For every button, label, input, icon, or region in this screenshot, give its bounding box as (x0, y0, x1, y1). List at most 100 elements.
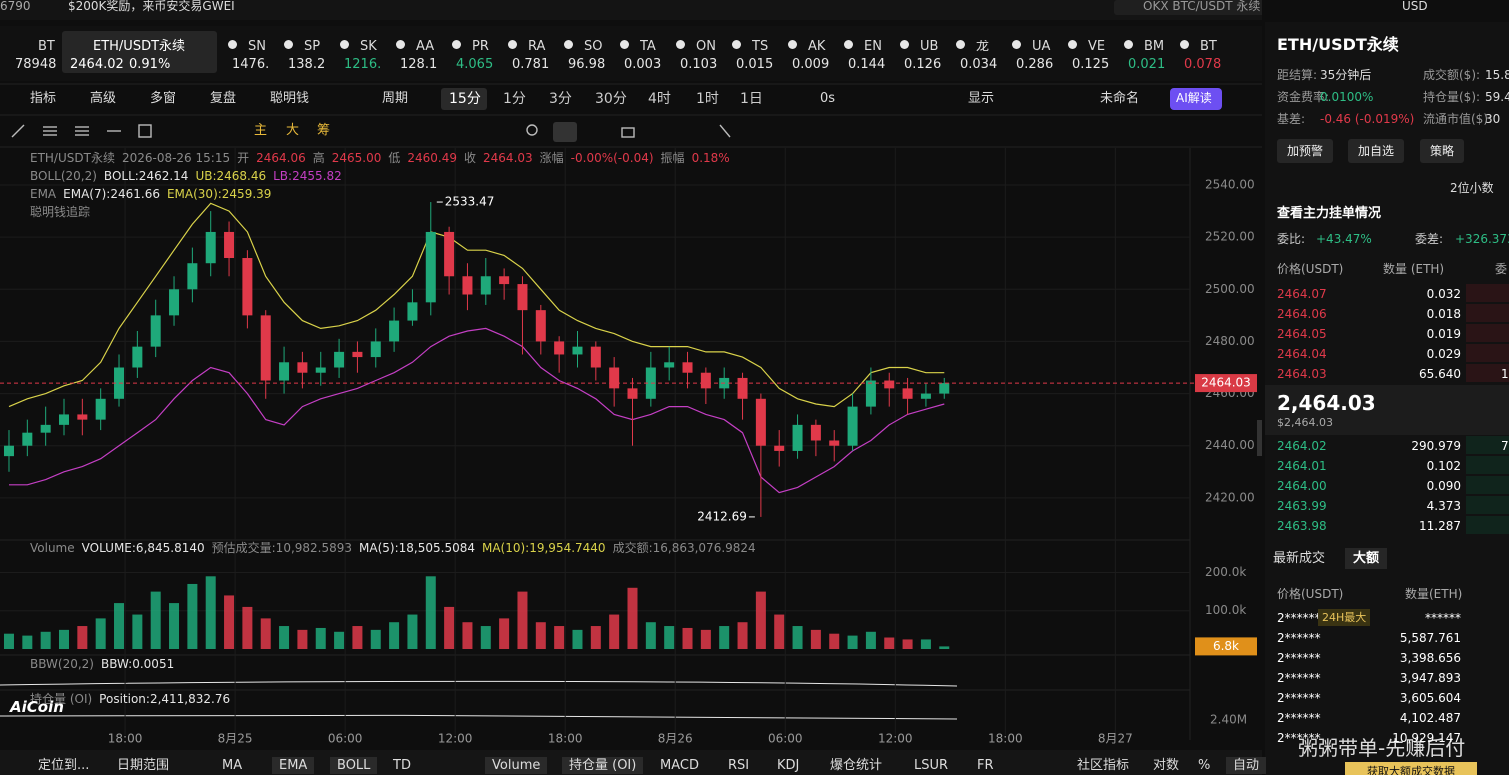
cta[interactable]: 获取大额成交数据 (1345, 762, 1477, 775)
ticker-dot (1124, 40, 1133, 49)
ticker-symbol[interactable]: UB (920, 40, 939, 53)
ticker-symbol[interactable]: EN (864, 40, 882, 53)
toolbar-item[interactable]: 复盘 (210, 91, 237, 106)
period[interactable]: 4时 (648, 91, 671, 107)
ticker-symbol[interactable]: BT (1200, 40, 1217, 53)
bottom-tab[interactable]: Volume (485, 757, 548, 774)
bottom-tab[interactable]: LSUR (914, 758, 949, 773)
volume-bar (114, 603, 125, 649)
candle-body (810, 424, 821, 441)
ticker-symbol[interactable]: AA (416, 40, 435, 53)
toolbar-item[interactable]: 高级 (90, 91, 117, 106)
candle-body (737, 377, 748, 399)
draw-tool[interactable]: 主 (254, 123, 268, 138)
candle-body (572, 346, 583, 355)
bottom-tab[interactable]: RSI (728, 758, 750, 773)
ticker-symbol[interactable]: ON (696, 40, 716, 53)
bbw-legend: BBW(20,2) (30, 657, 94, 671)
value: 2460.49 (407, 151, 458, 165)
depth-bg (1466, 516, 1509, 534)
ticker-price: 0.078 (1184, 58, 1222, 71)
book-qty: 11.287 (1419, 519, 1461, 533)
stat-value: 30 (1485, 112, 1501, 126)
depth-link[interactable]: 查看主力挂单情况 (1277, 206, 1382, 221)
volume-bar (462, 622, 473, 649)
toolbar-item[interactable]: 多窗 (150, 91, 177, 106)
bottom-tab[interactable]: % (1198, 758, 1211, 773)
bottom-tab[interactable]: MA (222, 758, 243, 773)
trade-tab[interactable]: 大额 (1345, 548, 1388, 569)
bottom-tab[interactable]: FR (977, 758, 994, 773)
bottom-tab[interactable]: TD (393, 758, 411, 773)
ticker-symbol[interactable]: VE (1088, 40, 1106, 53)
ticker-symbol[interactable]: RA (528, 40, 546, 53)
panel-button[interactable]: 加自选 (1348, 139, 1405, 163)
smart-money[interactable]: 聪明钱追踪 (30, 205, 91, 219)
period[interactable]: 3分 (549, 91, 572, 107)
panel-button[interactable]: 加预警 (1277, 139, 1334, 163)
search[interactable]: OKX BTC/USDT 永续 (1143, 0, 1261, 13)
period[interactable]: 1时 (696, 91, 719, 107)
volume-bar (792, 626, 803, 649)
ticker-symbol[interactable]: SO (584, 40, 603, 53)
draw-tool[interactable]: 大 (286, 123, 300, 138)
ticker-symbol[interactable]: 龙 (976, 40, 990, 53)
promo[interactable]: $200K奖励，来币安交易GWEI (68, 0, 235, 13)
toolbar-item[interactable]: 指标 (30, 91, 57, 106)
volume-bar (682, 627, 693, 649)
bottom-tab[interactable]: 日期范围 (117, 758, 170, 773)
period[interactable]: 1分 (503, 91, 526, 107)
panel-button[interactable]: 策略 (1420, 139, 1465, 163)
candle-body (297, 362, 308, 373)
trade-tab[interactable]: 最新成交 (1273, 551, 1326, 566)
volume-bar (535, 622, 546, 649)
candle-body (59, 414, 70, 425)
ticker-symbol[interactable]: UA (1032, 40, 1051, 53)
candle-body (370, 341, 381, 358)
toolbar-item[interactable]: 未命名 (1100, 91, 1140, 106)
period[interactable]: 15分 (449, 91, 481, 107)
period[interactable]: 30分 (595, 91, 627, 107)
toolbar-item[interactable]: 聪明钱 (270, 91, 310, 106)
ticker-symbol[interactable]: TS (752, 40, 769, 53)
ticker-price: 138.2 (288, 58, 326, 71)
bottom-tab[interactable]: MACD (660, 758, 699, 773)
ticker-symbol[interactable]: SN (248, 40, 266, 53)
bottom-tab[interactable]: 自动 (1226, 757, 1267, 774)
candle-body (40, 424, 51, 433)
bottom-tab[interactable]: 对数 (1153, 758, 1180, 773)
bottom-tab[interactable]: EMA (272, 757, 315, 774)
ticker-symbol[interactable]: SK (360, 40, 377, 53)
bottom-tab[interactable]: 持仓量 (OI) (562, 757, 644, 774)
toolbar-item[interactable]: 周期 (382, 91, 409, 106)
ai-button[interactable]: AI解读 (1176, 91, 1212, 105)
toolbar-item[interactable]: 显示 (968, 91, 995, 106)
high-annotation: 2533.47 (445, 195, 495, 209)
ticker-symbol[interactable]: TA (640, 40, 656, 53)
bottom-tab[interactable]: BOLL (330, 757, 378, 774)
bottom-tab[interactable]: 社区指标 (1077, 758, 1130, 773)
bottom-tab[interactable]: 爆仓统计 (830, 758, 883, 773)
candle-body (77, 414, 88, 420)
ema30: EMA(30):2459.39 (166, 187, 272, 201)
column-header: 委 (1495, 262, 1508, 276)
book-price: 2464.02 (1277, 439, 1327, 453)
currency[interactable]: USD (1402, 0, 1428, 13)
ticker-symbol[interactable]: SP (304, 40, 321, 53)
ticker-symbol[interactable]: PR (472, 40, 489, 53)
ticker-dot (452, 40, 461, 49)
bottom-tab[interactable]: KDJ (777, 758, 800, 773)
book-qty: 0.090 (1426, 479, 1461, 493)
precision[interactable]: 2位小数 (1450, 181, 1494, 195)
candle-body (150, 315, 161, 347)
ticker-symbol[interactable]: BM (1144, 40, 1165, 53)
bottom-tab[interactable]: 定位到... (38, 758, 90, 773)
volume-bar (334, 631, 345, 649)
boll-mid: BOLL:2462.14 (103, 169, 189, 183)
ticker-symbol[interactable]: AK (808, 40, 826, 53)
volume-bar (22, 635, 33, 649)
boll-line (8, 202, 945, 408)
draw-tool[interactable]: 筹 (317, 123, 331, 138)
period[interactable]: 1日 (740, 91, 763, 107)
ticker-symbol[interactable]: ETH/USDT永续 (93, 39, 186, 54)
